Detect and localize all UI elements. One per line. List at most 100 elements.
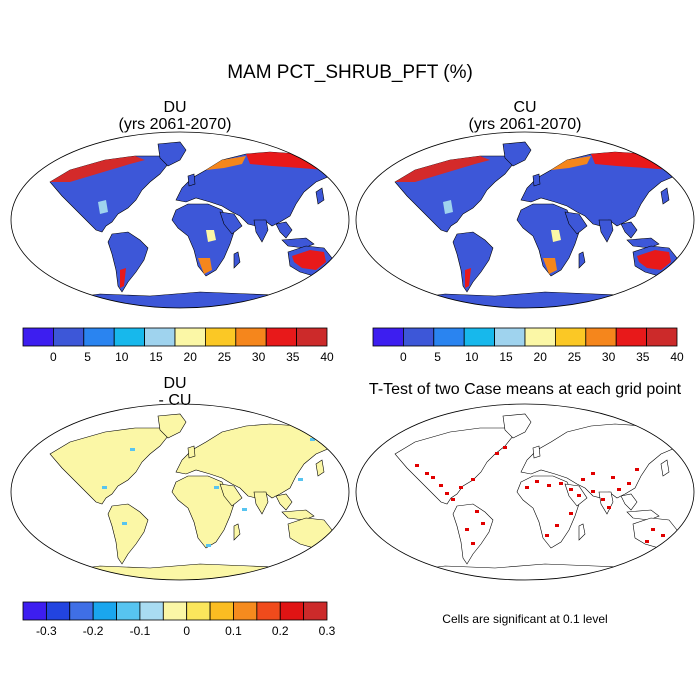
landmass-southAmerica <box>452 231 494 293</box>
significant-cell <box>445 492 449 495</box>
colorbar-box <box>113 327 145 347</box>
landmass-antarctica <box>54 563 330 580</box>
landmass-eurasia <box>520 151 684 227</box>
significance-note: Cells are significant at 0.1 level <box>442 612 608 626</box>
value-region <box>543 258 557 274</box>
colorbar-box <box>22 601 47 621</box>
colorbar-label: 20 <box>534 350 548 364</box>
landmass-seAsia <box>620 493 638 511</box>
value-region <box>443 200 453 214</box>
colorbar-label: 0.3 <box>319 624 336 638</box>
landmass-eurasia <box>520 423 684 499</box>
landmass-indonesia <box>626 237 660 249</box>
landmass-northAmerica <box>49 427 169 505</box>
colorbar-box <box>116 601 141 621</box>
colorbar-box <box>524 327 556 347</box>
value-region <box>395 156 490 182</box>
significant-cell <box>591 472 595 475</box>
colorbar-box <box>52 327 85 347</box>
landmass-africa <box>171 203 235 277</box>
value-region <box>465 268 471 288</box>
landmass-japan <box>660 459 670 477</box>
colorbar-label: 30 <box>252 350 266 364</box>
panel-diff-title-line1: DU <box>163 375 187 392</box>
significant-cell <box>431 476 435 479</box>
colorbar-box <box>494 327 526 347</box>
colorbar-box <box>92 601 117 621</box>
colorbar-box <box>615 327 647 347</box>
landmass-greenland <box>157 413 187 439</box>
significant-cell <box>459 486 463 489</box>
colorbar-label: 5 <box>84 350 91 364</box>
colorbar-label: 35 <box>636 350 650 364</box>
diff-cell <box>206 544 211 547</box>
landmass-africa <box>171 475 235 549</box>
significant-cell <box>581 478 585 481</box>
colorbar-label: 5 <box>434 350 441 364</box>
landmass-southAmerica <box>107 231 149 293</box>
significant-cell <box>555 524 559 527</box>
value-region <box>206 230 216 242</box>
colorbar-label: 0 <box>400 350 407 364</box>
landmass-newzealand <box>333 273 343 287</box>
panel-du-title-line1: DU <box>163 99 187 116</box>
colorbar-box <box>372 327 404 347</box>
landmass-madagascar <box>578 251 586 269</box>
landmass-africa <box>516 475 580 549</box>
panel-cu-title-line2: (yrs 2061-2070) <box>468 116 582 133</box>
landmass-madagascar <box>233 523 241 541</box>
value-region <box>50 156 145 182</box>
landmass-eurasia <box>175 423 339 499</box>
landmass-antarctica <box>54 291 330 308</box>
colorbar-label: 25 <box>568 350 582 364</box>
colorbar-label: 20 <box>184 350 198 364</box>
colorbar-label: 10 <box>465 350 479 364</box>
landmass-seAsia <box>620 221 638 239</box>
landmass-uk <box>187 445 196 459</box>
significant-cell <box>545 534 549 537</box>
diff-cell <box>102 486 107 489</box>
landmass-indonesia <box>281 237 315 249</box>
significant-cell <box>645 540 649 543</box>
landmass-greenland <box>502 141 532 167</box>
landmass-uk <box>187 173 196 187</box>
colorbar-box <box>186 601 211 621</box>
colorbar-box <box>83 327 115 347</box>
colorbar-box <box>162 601 188 621</box>
significant-cell <box>617 488 621 491</box>
landmass-southAmerica <box>107 503 149 565</box>
colorbar-box <box>144 327 176 347</box>
landmass-madagascar <box>578 523 586 541</box>
colorbar-box <box>554 327 587 347</box>
landmass-uk <box>532 173 541 187</box>
value-region <box>98 200 108 214</box>
diff-cell <box>310 438 315 441</box>
map-frame <box>10 403 350 581</box>
colorbar-label: 15 <box>499 350 513 364</box>
landmass-indonesia <box>281 509 315 521</box>
diff-cell <box>130 448 135 451</box>
significant-cell <box>503 446 507 449</box>
value-region <box>551 230 561 242</box>
colorbar-box <box>69 601 94 621</box>
map-du <box>10 131 350 309</box>
colorbar-label: -0.1 <box>130 624 151 638</box>
significant-cell <box>471 542 475 545</box>
colorbar-label: 35 <box>286 350 300 364</box>
landmass-india <box>253 219 269 243</box>
significant-cell <box>601 498 605 501</box>
colorbar-label: 0 <box>50 350 57 364</box>
map-diff <box>10 403 350 581</box>
significant-cell <box>451 498 455 501</box>
landmass-madagascar <box>233 251 241 269</box>
significant-cell <box>415 464 419 467</box>
colorbar-box <box>303 601 328 621</box>
landmass-arabia <box>219 211 243 235</box>
panel-ttest-title: T-Test of two Case means at each grid po… <box>350 381 700 398</box>
diff-cell <box>122 522 127 525</box>
value-region <box>637 250 671 270</box>
colorbar-box <box>585 327 617 347</box>
value-region <box>551 156 591 170</box>
landmass-arabia <box>219 483 243 507</box>
landmass-newzealand <box>678 545 688 559</box>
